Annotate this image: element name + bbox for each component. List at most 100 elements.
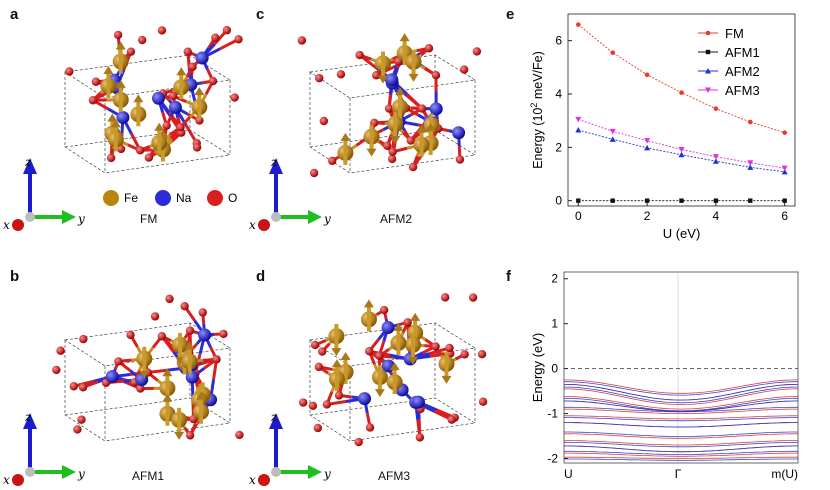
o-atom xyxy=(185,431,195,440)
caption-afm1: AFM1 xyxy=(132,469,165,483)
o-atom xyxy=(230,93,239,102)
band-line xyxy=(564,417,798,422)
spin-arrow-head xyxy=(340,352,351,361)
y-tick-label: 2 xyxy=(551,272,558,286)
legend-o: O xyxy=(228,191,237,205)
na-atom xyxy=(358,392,372,406)
o-atom xyxy=(319,116,329,126)
o-atom xyxy=(387,154,397,164)
spin-arrow-head xyxy=(174,431,185,440)
spin-arrow-head xyxy=(133,94,144,103)
data-point xyxy=(576,198,581,203)
o-atom xyxy=(440,293,450,302)
band-line xyxy=(564,384,798,401)
o-atom xyxy=(169,91,178,101)
o-atom xyxy=(328,156,337,166)
y-tick-label: 4 xyxy=(555,87,562,101)
band-line xyxy=(564,458,798,461)
na-atom xyxy=(429,102,443,116)
caption-afm3: AFM3 xyxy=(378,469,411,483)
o-atom xyxy=(185,326,195,335)
o-atom xyxy=(417,104,427,113)
na-atom xyxy=(195,51,209,65)
o-atom xyxy=(431,342,440,351)
panel-label-f: f xyxy=(506,268,511,285)
panel-label-a: a xyxy=(10,6,19,23)
o-atom xyxy=(415,433,425,442)
data-point xyxy=(747,164,754,170)
o-atom xyxy=(371,71,381,80)
data-point xyxy=(609,128,616,135)
o-atom xyxy=(354,437,363,447)
o-atom xyxy=(314,362,324,372)
legend-label: AFM1 xyxy=(725,45,760,60)
o-atom xyxy=(431,71,441,80)
o-atom xyxy=(365,347,374,356)
spin-arrow-head xyxy=(103,66,114,75)
o-atom xyxy=(183,47,192,56)
axis-x-label: x xyxy=(3,473,10,487)
o-atom xyxy=(478,397,488,406)
data-point xyxy=(782,198,787,203)
spin-arrow-head xyxy=(389,362,400,371)
crystal-structure-afm1 xyxy=(52,294,244,442)
o-atom xyxy=(114,357,123,366)
data-point xyxy=(713,198,719,203)
x-tick-label: m(U) xyxy=(771,467,798,481)
o-atom xyxy=(388,147,397,156)
band-line xyxy=(564,431,798,437)
spin-arrow-head xyxy=(377,75,388,84)
spin-arrow-head xyxy=(162,368,173,377)
spin-arrow-head xyxy=(115,79,126,88)
spin-arrow-head xyxy=(407,356,418,365)
band-line xyxy=(564,456,798,459)
series-afm3 xyxy=(575,116,788,172)
band-line xyxy=(564,408,798,414)
y-tick-label: 2 xyxy=(555,140,562,154)
x-tick-label: 2 xyxy=(644,209,651,223)
legend-label: AFM2 xyxy=(725,64,760,79)
data-point xyxy=(782,130,787,135)
o-atom xyxy=(211,33,220,42)
o-atom xyxy=(126,330,135,340)
band-line xyxy=(564,396,798,410)
spin-arrow-head xyxy=(184,341,195,350)
spin-arrow-head xyxy=(441,375,452,384)
energy-vs-u-chart: 0 2 4 6 0 2 4 6 U (eV) Energy (102 meV/Fe) FM AFM1 A… xyxy=(529,13,796,241)
data-point xyxy=(576,22,581,27)
o-atom xyxy=(379,305,389,315)
o-atom xyxy=(365,423,375,432)
band-line xyxy=(563,386,799,404)
o-atom xyxy=(52,365,61,375)
data-point xyxy=(781,165,788,172)
data-point xyxy=(748,198,753,203)
o-atom xyxy=(322,400,332,409)
data-point xyxy=(713,106,719,111)
panel-label-e: e xyxy=(506,6,515,23)
o-atom xyxy=(447,415,456,424)
o-atom xyxy=(315,73,324,83)
y-tick-label: 6 xyxy=(555,34,562,48)
o-atom xyxy=(188,62,197,71)
data-point xyxy=(712,154,719,160)
na-atom xyxy=(185,370,199,384)
y-tick-label: -2 xyxy=(547,452,558,466)
spin-arrow-head xyxy=(366,148,377,157)
spin-arrow-head xyxy=(363,299,374,308)
band-line xyxy=(564,397,798,412)
band-line xyxy=(564,400,798,412)
caption-fm: FM xyxy=(140,212,158,226)
axis-y-label: y xyxy=(323,467,331,481)
o-atom xyxy=(106,153,116,163)
o-atom xyxy=(317,347,327,356)
data-point xyxy=(712,158,719,164)
na-atom xyxy=(105,370,119,384)
y-axis-label: Energy (102 meV/Fe) xyxy=(529,51,545,169)
x-tick-label: 0 xyxy=(575,209,582,223)
legend-marker xyxy=(705,30,711,36)
spin-arrow-head xyxy=(331,359,342,368)
o-atom xyxy=(375,351,384,360)
o-atom xyxy=(313,423,323,433)
o-atom xyxy=(192,143,202,152)
